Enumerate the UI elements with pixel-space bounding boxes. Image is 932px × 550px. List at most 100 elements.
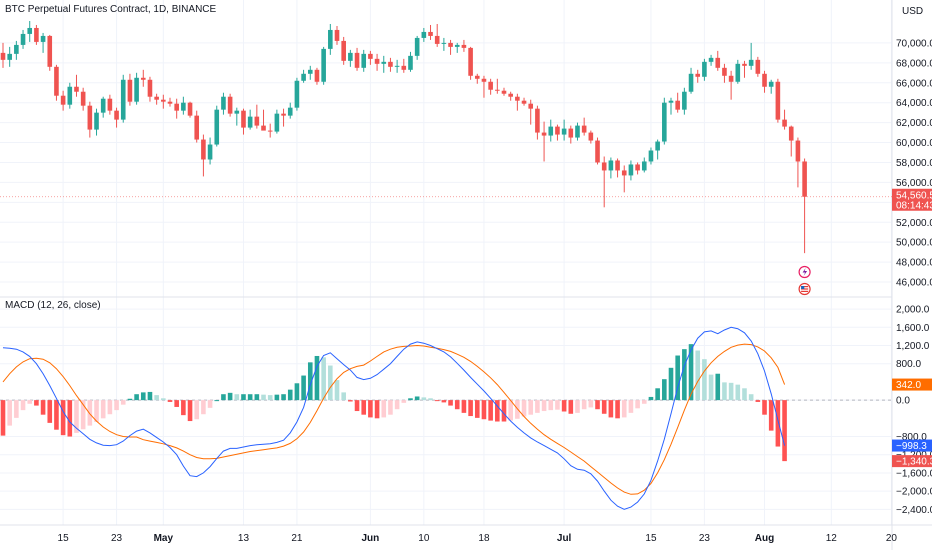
candle-down bbox=[541, 132, 547, 136]
candle-down bbox=[114, 110, 119, 120]
candle-up bbox=[301, 73, 306, 81]
histogram-bar bbox=[735, 384, 741, 401]
histogram-bar bbox=[47, 400, 53, 423]
histogram-bar bbox=[87, 400, 93, 426]
histogram-bar bbox=[140, 392, 146, 401]
histogram-bar bbox=[728, 382, 734, 401]
histogram-bar bbox=[134, 394, 139, 401]
histogram-bar bbox=[241, 394, 246, 401]
candle-down bbox=[194, 115, 200, 140]
candle-down bbox=[261, 125, 266, 131]
histogram-bar bbox=[521, 400, 527, 417]
candle-down bbox=[267, 130, 273, 132]
histogram-bar bbox=[67, 400, 73, 437]
macd-line bbox=[2, 326, 786, 510]
price-axis[interactable]: 46,000.048,000.050,000.052,000.054,000.0… bbox=[896, 38, 932, 288]
candle-up bbox=[575, 125, 580, 138]
histogram-bar bbox=[234, 394, 240, 401]
histogram-bar bbox=[461, 400, 467, 413]
time-tick-label: 23 bbox=[699, 533, 711, 544]
histogram-bar bbox=[508, 400, 513, 421]
candle-up bbox=[361, 53, 367, 68]
candle-up bbox=[214, 109, 220, 145]
price-tick-label: 52,000.0 bbox=[896, 218, 932, 229]
candle-down bbox=[742, 63, 747, 66]
histogram-bar bbox=[488, 400, 493, 421]
histogram-bar bbox=[588, 400, 594, 408]
histogram-bar bbox=[34, 400, 39, 406]
candle-down bbox=[715, 57, 721, 68]
candle-up bbox=[561, 128, 567, 135]
price-tick-label: 50,000.0 bbox=[896, 238, 932, 249]
candle-up bbox=[668, 100, 674, 103]
flag-white-stripe bbox=[801, 289, 809, 291]
histogram-bar bbox=[648, 396, 654, 401]
time-tick-label: 18 bbox=[478, 533, 490, 544]
candle-up bbox=[94, 112, 99, 130]
histogram-bar bbox=[628, 400, 634, 413]
macd-title[interactable]: MACD (12, 26, close) bbox=[5, 300, 101, 311]
histogram-bar bbox=[668, 367, 674, 401]
histogram-bar bbox=[341, 392, 346, 401]
histogram-bar bbox=[127, 398, 133, 401]
candle-up bbox=[307, 69, 313, 74]
candle-down bbox=[34, 27, 39, 42]
price-tick-label: 46,000.0 bbox=[896, 278, 932, 289]
macd-pane[interactable] bbox=[0, 326, 892, 510]
histogram-bar bbox=[348, 400, 353, 402]
candle-down bbox=[535, 108, 540, 133]
candle-down bbox=[127, 79, 133, 102]
candle-down bbox=[788, 126, 794, 141]
candle-up bbox=[408, 55, 413, 70]
histogram-bar bbox=[221, 394, 226, 401]
histogram-bar bbox=[468, 400, 473, 417]
histogram-bar bbox=[354, 400, 360, 412]
candle-down bbox=[140, 77, 146, 80]
time-axis[interactable]: 15 23 May 13 21 Jun 10 18 Jul 15 23 Aug 12 20 bbox=[58, 533, 898, 544]
histogram-bar bbox=[428, 398, 433, 401]
grid bbox=[0, 0, 892, 525]
histogram-bar bbox=[555, 400, 560, 410]
candle-down bbox=[621, 170, 627, 176]
flag-white-stripe bbox=[801, 287, 809, 289]
histogram-bar bbox=[615, 400, 620, 419]
histogram-bar bbox=[662, 379, 667, 401]
currency-label[interactable]: USD bbox=[902, 6, 923, 17]
price-tick-label: 66,000.0 bbox=[896, 78, 932, 89]
histogram-bar bbox=[421, 397, 427, 401]
time-tick-label: 15 bbox=[58, 533, 70, 544]
candle-up bbox=[628, 164, 634, 176]
candle-down bbox=[762, 73, 767, 87]
macd-last-value: −998.3 bbox=[896, 441, 927, 452]
countdown-value: 08:14:43 bbox=[896, 201, 932, 212]
candle-up bbox=[768, 81, 774, 87]
histogram-bar bbox=[321, 357, 326, 401]
candle-down bbox=[434, 35, 440, 44]
candle-up bbox=[27, 27, 33, 34]
candle-down bbox=[74, 86, 79, 92]
histogram-bar bbox=[374, 400, 380, 419]
price-pane[interactable] bbox=[0, 20, 892, 296]
candle-down bbox=[107, 98, 113, 111]
candle-down bbox=[154, 96, 159, 100]
candle-down bbox=[0, 52, 6, 60]
histogram-bar bbox=[682, 349, 687, 401]
time-tick-label: May bbox=[154, 533, 174, 544]
price-tick-label: 60,000.0 bbox=[896, 138, 932, 149]
histogram-bar bbox=[708, 374, 714, 401]
histogram-bar bbox=[207, 400, 213, 408]
histogram-bar bbox=[40, 400, 46, 415]
symbol-title[interactable]: BTC Perpetual Futures Contract, 1D, BINA… bbox=[5, 4, 217, 15]
candle-down bbox=[581, 125, 587, 133]
histogram-bar bbox=[254, 394, 260, 401]
candle-down bbox=[448, 42, 453, 47]
time-tick-label: 15 bbox=[645, 533, 657, 544]
candle-down bbox=[615, 160, 620, 171]
histogram-bar bbox=[0, 400, 6, 436]
candle-down bbox=[521, 100, 527, 104]
histogram-bar bbox=[114, 400, 119, 411]
histogram-bar bbox=[120, 400, 126, 405]
signal-line bbox=[2, 343, 786, 495]
histogram-bar bbox=[20, 400, 26, 411]
